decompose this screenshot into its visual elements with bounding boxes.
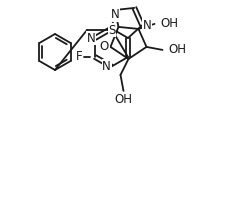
Text: O: O: [100, 41, 109, 53]
Text: S: S: [108, 23, 116, 37]
Text: OH: OH: [168, 43, 186, 57]
Text: F: F: [76, 51, 82, 64]
Text: N: N: [87, 32, 96, 44]
Text: OH: OH: [161, 18, 179, 30]
Text: OH: OH: [114, 94, 132, 106]
Text: N: N: [111, 8, 120, 21]
Text: N: N: [102, 60, 111, 73]
Text: N: N: [143, 19, 151, 32]
